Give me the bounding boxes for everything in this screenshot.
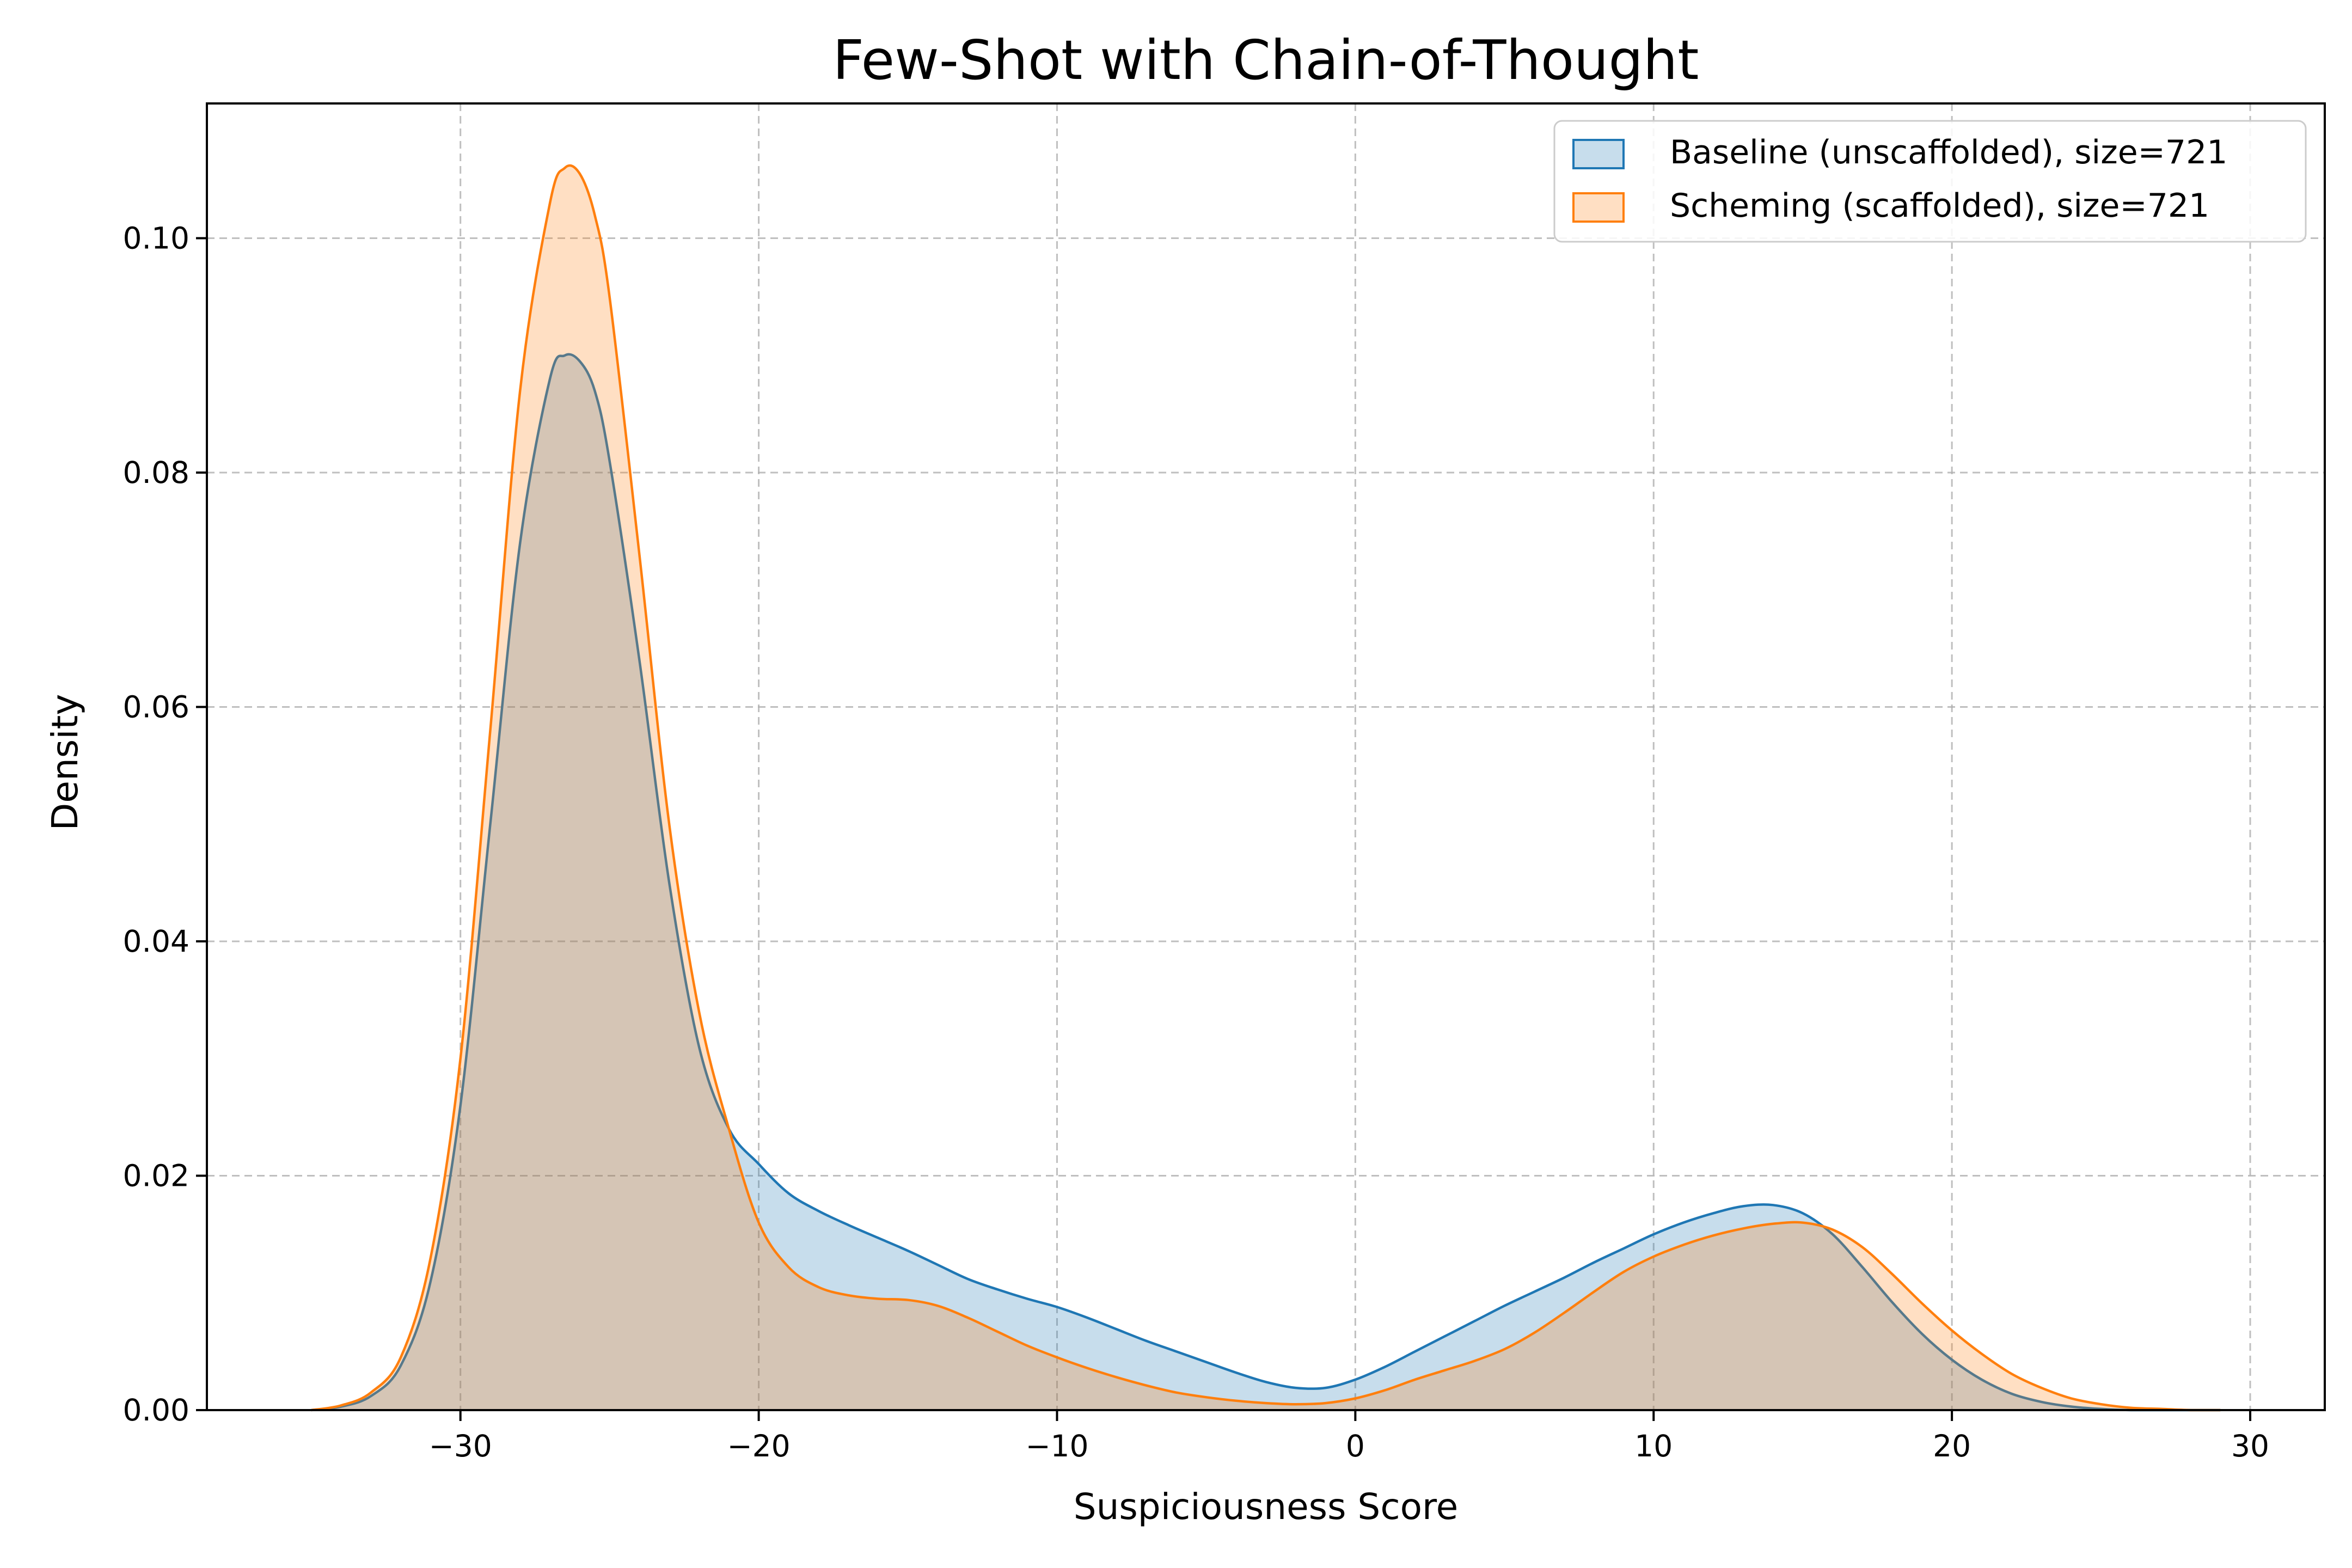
legend-box [1553,120,2307,243]
x-tick-label: −30 [429,1429,492,1463]
y-tick-label: 0.06 [123,690,189,725]
x-tick-label: 30 [2231,1429,2269,1463]
legend-swatch-baseline [1572,139,1625,169]
x-tick-label: 0 [1346,1429,1365,1463]
grid [207,103,2325,1411]
legend-swatch-scheming [1572,192,1625,223]
y-axis-label: Density [44,694,86,831]
x-tick-label: 10 [1634,1429,1673,1463]
y-tick-label: 0.02 [123,1159,189,1193]
chart-title: Few-Shot with Chain-of-Thought [833,28,1699,92]
baseline-density-area [311,354,2221,1410]
y-tick-label: 0.04 [123,924,189,959]
scheming-density-area [311,165,2221,1410]
legend-label-baseline: Baseline (unscaffolded), size=721 [1670,133,2227,171]
scheming-density-line [311,164,2221,1412]
plot-frame [206,102,2326,1411]
baseline-density-line [311,353,2221,1412]
x-tick-label: −20 [727,1429,791,1463]
x-tick-label: 20 [1933,1429,1971,1463]
y-tick-label: 0.10 [123,221,189,256]
legend-label-scheming: Scheming (scaffolded), size=721 [1670,187,2209,225]
y-tick-label: 0.00 [123,1393,189,1428]
y-tick-label: 0.08 [123,455,189,490]
series-layer [311,164,2221,1412]
x-axis-label: Suspiciousness Score [1074,1486,1459,1528]
ticks: −30 −20 −10 0 10 20 30 0.00 0.02 0.04 0.06 0.08 0.10 [123,221,2269,1463]
x-tick-label: −10 [1025,1429,1088,1463]
legend: Baseline (unscaffolded), size=721 Schemi… [1553,120,2307,243]
